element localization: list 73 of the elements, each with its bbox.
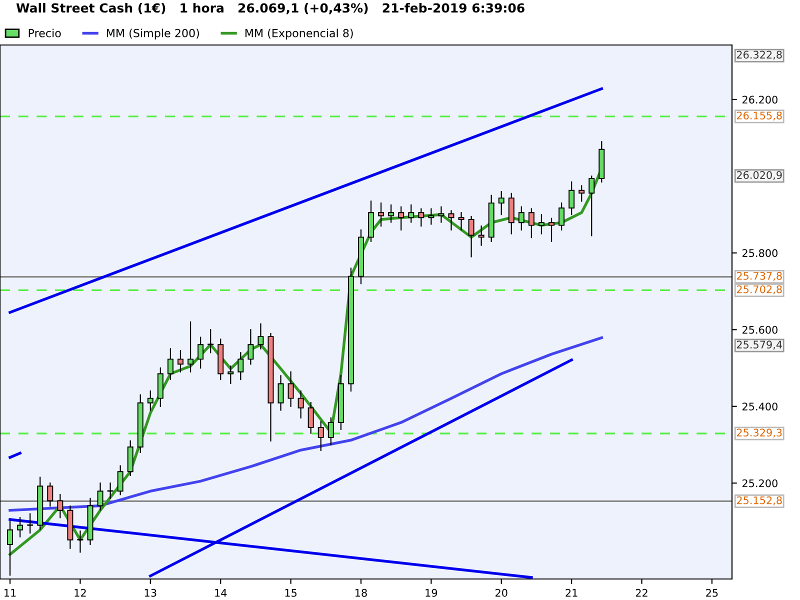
candlestick <box>548 218 554 242</box>
candlestick <box>17 517 24 538</box>
text: 25.579,4 <box>736 340 782 350</box>
x-tick-label: 11 <box>4 589 16 597</box>
y-tick-label: 25.400 <box>742 402 778 410</box>
candlestick <box>478 226 484 246</box>
candlestick <box>117 465 124 496</box>
candlestick <box>228 366 234 384</box>
x-tick-label: 20 <box>496 588 508 597</box>
x-tick-label: 18 <box>356 588 367 597</box>
candlestick <box>208 329 214 354</box>
ref-line-label: 25.702,8 <box>736 285 782 294</box>
candlestick <box>7 520 14 576</box>
legend-label: MM (Exponencial 8) <box>245 28 353 40</box>
candlestick <box>558 202 565 230</box>
ref-line-label: 25.737,8 <box>736 272 782 281</box>
ref-line-label: 25.329,3 <box>736 428 782 438</box>
candlestick <box>288 371 294 407</box>
candlestick <box>588 176 595 236</box>
candlestick <box>298 390 304 418</box>
candlestick <box>408 204 414 223</box>
candlestick <box>428 208 434 225</box>
y-tick-label: 26.200 <box>742 96 778 104</box>
candlestick <box>77 530 84 553</box>
candlestick <box>398 206 404 230</box>
candlestick <box>278 375 284 411</box>
candlestick <box>518 206 524 230</box>
candlestick <box>188 321 194 372</box>
x-tick-label: 14 <box>215 589 227 597</box>
candlestick <box>468 216 474 258</box>
ref-line-label: 26.155,8 <box>736 112 782 121</box>
candlestick <box>448 210 454 230</box>
candlestick <box>528 208 534 238</box>
candlestick <box>238 352 244 380</box>
candlestick <box>47 482 54 507</box>
candlestick <box>178 350 184 372</box>
candlestick <box>27 513 34 534</box>
x-tick-label: 22 <box>636 588 648 597</box>
candlestick <box>248 329 254 365</box>
x-tick-label: 21 <box>566 588 578 597</box>
legend-label: Precio <box>28 28 61 38</box>
y-tick-label: 25.200 <box>742 479 778 488</box>
candlestick <box>318 421 324 452</box>
candlestick <box>328 417 334 446</box>
text: 26.322,8 <box>736 50 782 60</box>
candlestick <box>198 336 204 369</box>
candlestick <box>458 212 464 230</box>
x-tick-label: 19 <box>426 588 438 597</box>
x-tick-label: 25 <box>706 588 718 597</box>
y-tick-label: 25.800 <box>742 249 778 258</box>
candlestick <box>57 494 64 518</box>
candlestick <box>378 202 384 227</box>
candlestick <box>147 390 154 411</box>
text: 26.020,9 <box>736 171 782 180</box>
chart-title: Wall Street Cash (1€) 1 hora 26.069,1 (+0,43%) 21-feb-2019 6:39:06 <box>16 3 524 14</box>
candlestick <box>538 214 544 234</box>
ref-line-label: 25.152,8 <box>736 496 782 506</box>
candlestick <box>167 348 174 380</box>
x-tick-label: 13 <box>144 588 156 597</box>
candlestick <box>308 402 314 434</box>
candlestick <box>498 190 504 216</box>
candlestick <box>418 208 424 227</box>
candlestick <box>568 181 575 216</box>
x-tick-label: 12 <box>74 588 86 597</box>
line-series <box>8 336 604 512</box>
candlestick <box>438 206 444 223</box>
y-tick-label: 25.600 <box>742 326 778 334</box>
legend-label: MM (Simple 200) <box>106 28 199 40</box>
candlestick <box>578 185 585 202</box>
candlestick <box>258 323 264 350</box>
candlestick <box>388 204 394 223</box>
x-tick-label: 15 <box>285 589 297 597</box>
candlestick <box>97 482 104 511</box>
